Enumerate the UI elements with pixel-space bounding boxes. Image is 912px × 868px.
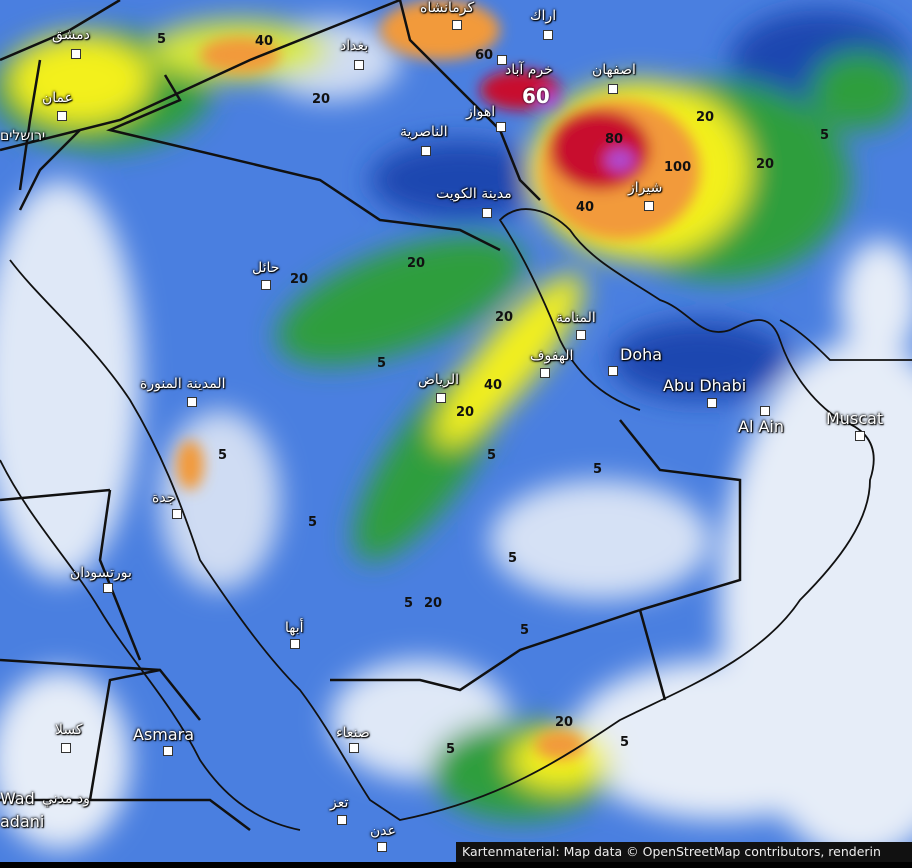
city-marker	[377, 842, 387, 852]
city-marker	[482, 208, 492, 218]
city-marker	[337, 815, 347, 825]
city-marker	[436, 393, 446, 403]
city-label[interactable]: الرياض	[418, 372, 459, 388]
city-label[interactable]: المدينة المنورة	[140, 376, 226, 392]
contour-label: 20	[696, 110, 715, 125]
contour-label: 20	[290, 272, 309, 287]
city-label[interactable]: تعز	[330, 795, 349, 811]
contour-label: 5	[218, 448, 228, 463]
city-marker	[540, 368, 550, 378]
country-borders	[0, 0, 742, 831]
contour-label: 80	[605, 132, 624, 147]
city-marker	[644, 201, 654, 211]
city-label[interactable]: مدينة الكويت	[436, 186, 512, 202]
city-marker	[608, 366, 618, 376]
city-marker	[349, 743, 359, 753]
city-marker	[290, 639, 300, 649]
city-label[interactable]: الناصرية	[400, 124, 448, 140]
coastlines	[0, 208, 912, 831]
contour-label: 20	[456, 405, 475, 420]
city-marker	[760, 406, 770, 416]
city-marker	[354, 60, 364, 70]
contour-label: 100	[664, 160, 692, 175]
city-label[interactable]: بورتسودان	[70, 565, 132, 581]
contour-label: 20	[407, 256, 426, 271]
city-marker	[57, 111, 67, 121]
contour-label: 40	[484, 378, 503, 393]
contour-label: 20	[312, 92, 331, 107]
contour-label-peak: 60	[522, 84, 550, 108]
city-marker	[421, 146, 431, 156]
city-marker	[543, 30, 553, 40]
city-label[interactable]: عمان	[42, 90, 73, 106]
city-label[interactable]: كسلا	[55, 722, 83, 738]
city-label[interactable]: الهفوف	[530, 348, 574, 364]
city-label[interactable]: adani	[0, 812, 45, 831]
city-marker	[172, 509, 182, 519]
contour-label: 5	[520, 623, 530, 638]
city-marker	[496, 122, 506, 132]
city-label[interactable]: Al Ain	[738, 417, 785, 436]
city-label[interactable]: ירושלים	[0, 128, 46, 144]
city-marker	[163, 746, 173, 756]
map-attribution[interactable]: Kartenmaterial: Map data © OpenStreetMap…	[456, 842, 912, 862]
contour-label: 60	[475, 48, 494, 63]
contour-label: 5	[157, 32, 167, 47]
contour-label: 40	[576, 200, 595, 215]
contour-label: 40	[255, 34, 274, 49]
city-marker	[61, 743, 71, 753]
city-label[interactable]: حائل	[252, 260, 280, 276]
city-label[interactable]: دمشق	[52, 27, 90, 43]
city-label[interactable]: Asmara	[133, 725, 195, 744]
city-marker	[497, 55, 507, 65]
city-label[interactable]: صنعاء	[336, 725, 370, 741]
city-label[interactable]: اراك	[530, 8, 557, 24]
contour-label: 5	[487, 448, 497, 463]
contour-label: 5	[446, 742, 456, 757]
city-marker	[707, 398, 717, 408]
city-label[interactable]: Doha	[620, 345, 663, 364]
city-label[interactable]: عدن	[370, 823, 396, 839]
city-label[interactable]: بغداد	[340, 38, 369, 54]
city-marker	[187, 397, 197, 407]
contour-label: 5	[308, 515, 318, 530]
contour-label: 20	[424, 596, 443, 611]
city-label[interactable]: Wad	[0, 789, 35, 808]
contour-label: 5	[377, 356, 387, 371]
city-label[interactable]: أبها	[285, 620, 304, 636]
city-marker	[855, 431, 865, 441]
contour-label: 5	[820, 128, 830, 143]
city-marker	[452, 20, 462, 30]
city-marker	[261, 280, 271, 290]
city-label[interactable]: Abu Dhabi	[663, 376, 747, 395]
city-label[interactable]: كرمانشاه	[420, 0, 475, 16]
city-label[interactable]: اصفهان	[592, 62, 636, 78]
contour-label: 5	[508, 551, 518, 566]
contour-label: 20	[756, 157, 775, 172]
city-marker	[576, 330, 586, 340]
contour-label: 5	[620, 735, 630, 750]
city-label[interactable]: Muscat	[826, 409, 884, 428]
contour-label: 20	[495, 310, 514, 325]
city-label[interactable]: خرم آباد	[505, 62, 553, 78]
city-label[interactable]: اهواز	[466, 104, 496, 120]
city-marker	[608, 84, 618, 94]
city-marker	[103, 583, 113, 593]
contour-label: 5	[593, 462, 603, 477]
bottom-edge	[0, 862, 912, 868]
contour-label: 20	[555, 715, 574, 730]
city-marker	[71, 49, 81, 59]
city-label[interactable]: جدة	[152, 490, 176, 506]
contour-label: 5	[404, 596, 414, 611]
city-label[interactable]: شيراز	[628, 180, 663, 196]
city-label[interactable]: ود مدني	[42, 791, 90, 807]
city-label[interactable]: المنامة	[556, 310, 596, 326]
